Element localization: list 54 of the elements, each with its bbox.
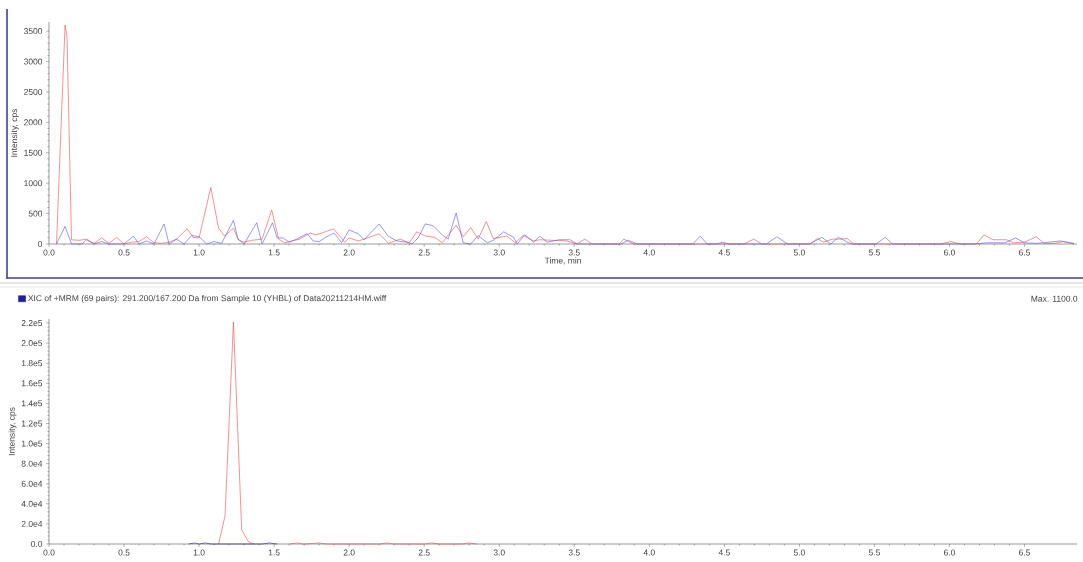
x-tick-label: 0.5: [118, 549, 130, 556]
x-tick-label: 6.5: [1019, 549, 1031, 556]
x-tick-label: 1.0: [193, 249, 205, 256]
y-axis-title: Intensity, cps: [8, 407, 17, 456]
y-tick-label: 1.2e5: [21, 420, 43, 427]
x-tick-label: 4.0: [643, 549, 655, 556]
x-tick-label: 5.5: [868, 249, 880, 256]
x-tick-label: 4.5: [718, 249, 730, 256]
y-tick-label: 1.6e5: [21, 380, 43, 387]
x-tick-label: 3.0: [493, 549, 505, 556]
x-tick-label: 0.0: [43, 249, 55, 256]
x-tick-label: 6.0: [944, 549, 955, 556]
legend-label: XIC of +MRM (69 pairs): 291.200/167.200 Da from Sample 10 (YHBL) of Data20211214HM.wiff: [28, 294, 387, 303]
x-tick-label: 6.5: [1019, 249, 1031, 256]
y-tick-label: 1.0e5: [21, 440, 43, 447]
y-tick-label: 1.8e5: [21, 360, 43, 367]
x-axis-title: Time, min: [544, 257, 581, 265]
y-tick-label: 3000: [23, 58, 43, 65]
y-tick-label: 6.0e4: [21, 480, 43, 487]
y-tick-label: 1000: [24, 180, 43, 187]
y-tick-label: 2000: [24, 119, 43, 126]
x-tick-label: 0.0: [43, 549, 55, 556]
x-tick-label: 3.5: [568, 249, 580, 256]
y-tick-label: 2500: [24, 88, 43, 95]
x-tick-label: 4.0: [643, 249, 655, 256]
y-tick-label: 0: [38, 241, 43, 247]
y-tick-label: 2.0e4: [21, 520, 43, 527]
x-tick-label: 4.5: [718, 549, 730, 556]
x-tick-label: 5.0: [793, 549, 805, 556]
x-tick-label: 6.0: [944, 249, 955, 256]
y-tick-label: 3500: [23, 28, 43, 35]
x-tick-label: 1.5: [268, 249, 280, 256]
y-tick-label: 2.0e5: [21, 340, 43, 347]
x-tick-label: 3.0: [493, 249, 505, 256]
y-tick-label: 0.0: [31, 541, 43, 547]
x-tick-label: 2.5: [418, 249, 430, 256]
x-tick-label: 2.0: [343, 549, 355, 556]
x-tick-label: 3.5: [568, 549, 580, 556]
line-series: [56, 212, 1075, 245]
x-tick-label: 0.5: [118, 249, 130, 256]
y-tick-label: 1.4e5: [21, 400, 43, 407]
y-tick-label: 2.2e5: [21, 320, 43, 327]
x-tick-label: 2.0: [343, 249, 355, 256]
x-tick-label: 5.0: [793, 249, 805, 256]
text: Max. 1100.0: [1031, 295, 1078, 302]
y-tick-label: 8.0e4: [21, 460, 43, 467]
y-axis-title: Intensity, cps: [10, 108, 19, 157]
y-tick-label: 500: [28, 210, 43, 217]
x-tick-label: 1.0: [193, 549, 205, 556]
x-tick-label: 2.5: [418, 549, 430, 556]
y-tick-label: 4.0e4: [21, 500, 43, 507]
x-tick-label: 5.5: [868, 549, 880, 556]
y-tick-label: 1500: [24, 149, 43, 156]
x-tick-label: 1.5: [268, 549, 280, 556]
